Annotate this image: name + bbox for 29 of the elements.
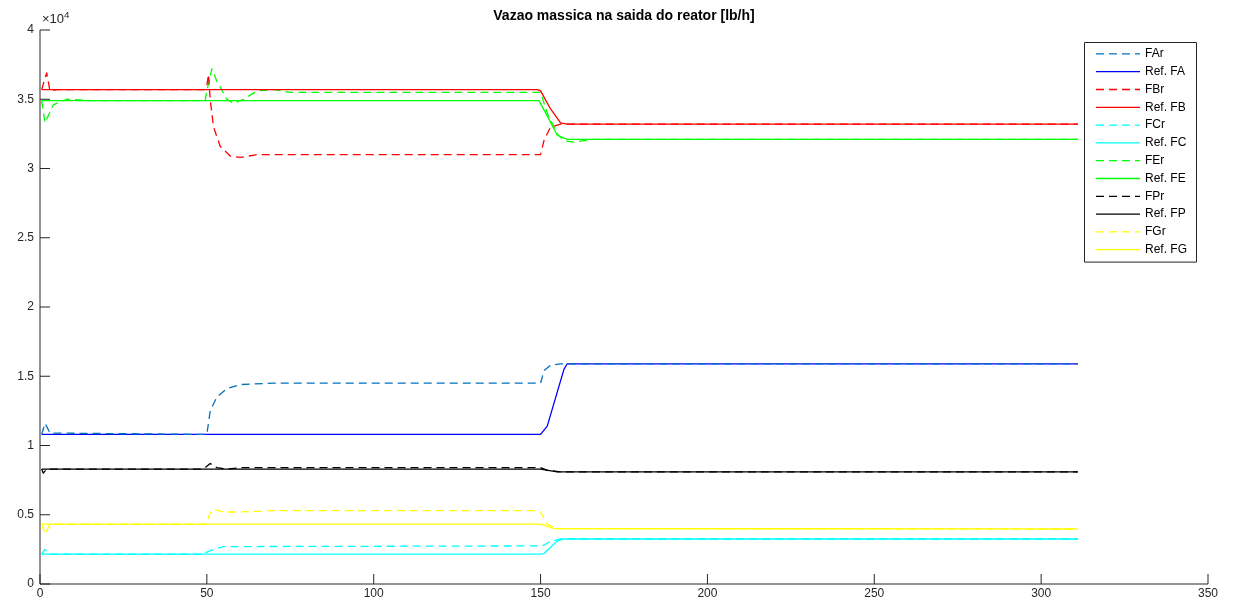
legend-label: Ref. FC xyxy=(1145,135,1187,150)
x-tick-label: 50 xyxy=(200,585,214,600)
x-tick-label: 300 xyxy=(1031,585,1052,600)
x-tick-label: 100 xyxy=(363,585,385,600)
legend-label: Ref. FB xyxy=(1145,99,1186,114)
y-tick-label: 0.5 xyxy=(17,507,35,522)
legend-label: FPr xyxy=(1145,188,1165,203)
x-tick-label: 250 xyxy=(864,585,885,600)
y-tick-label: 3.5 xyxy=(17,91,35,106)
x-tick-label: 150 xyxy=(530,585,551,600)
legend-label: FCr xyxy=(1145,117,1165,132)
chart-title: Vazao massica na saida do reator [lb/h] xyxy=(493,6,755,23)
y-tick-label: 1.5 xyxy=(17,368,35,383)
legend-label: FAr xyxy=(1145,46,1164,61)
y-tick-label: 4 xyxy=(27,22,35,37)
legend-label: FGr xyxy=(1145,224,1166,239)
y-tick-label: 2.5 xyxy=(17,230,35,245)
y-tick-label: 1 xyxy=(27,437,35,452)
legend-label: Ref. FA xyxy=(1145,64,1186,79)
line-series xyxy=(41,363,1079,436)
y-tick-label: 2 xyxy=(27,299,35,314)
legend-label: FBr xyxy=(1145,81,1165,96)
x-tick-label: 350 xyxy=(1197,585,1219,600)
legend-label: Ref. FP xyxy=(1145,206,1186,221)
y-tick-label: 3 xyxy=(27,160,35,175)
legend-label: Ref. FG xyxy=(1145,242,1188,257)
legend-label: Ref. FE xyxy=(1145,170,1186,185)
legend-label: FEr xyxy=(1145,153,1165,168)
x-tick-label: 200 xyxy=(697,585,718,600)
